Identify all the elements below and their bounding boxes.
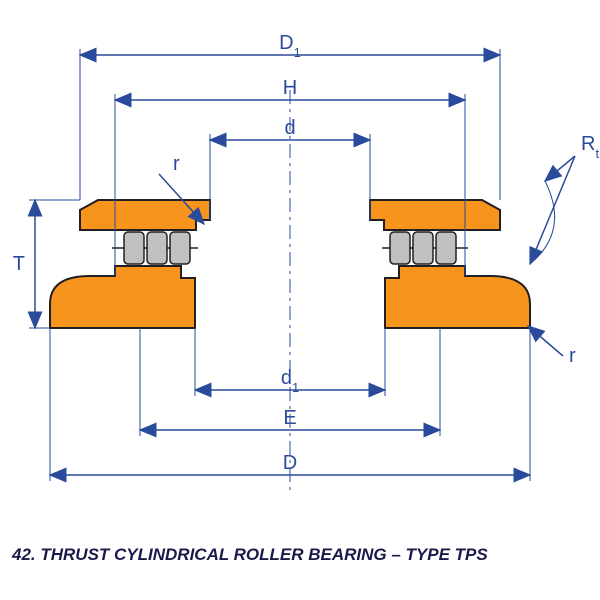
diagram-canvas: D1Hdd1EDTrrRt42. THRUST CYLINDRICAL ROLL… bbox=[0, 0, 600, 600]
leader-r-lower bbox=[528, 326, 563, 356]
dim-E-label: E bbox=[283, 407, 296, 429]
lower-washer bbox=[50, 266, 195, 328]
dim-T-label: T bbox=[13, 253, 25, 275]
dim-D-label: D bbox=[283, 452, 297, 474]
upper-washer bbox=[80, 200, 210, 230]
roller bbox=[124, 232, 144, 264]
label-Rt: Rt bbox=[581, 133, 599, 161]
roller bbox=[147, 232, 167, 264]
roller bbox=[413, 232, 433, 264]
lower-washer bbox=[385, 266, 530, 328]
roller bbox=[436, 232, 456, 264]
caption: 42. THRUST CYLINDRICAL ROLLER BEARING – … bbox=[11, 545, 488, 564]
leader-Rt bbox=[530, 156, 575, 264]
roller bbox=[390, 232, 410, 264]
label-r-lower: r bbox=[569, 345, 576, 367]
rt-arc bbox=[530, 181, 555, 264]
upper-washer bbox=[370, 200, 500, 230]
label-r-upper: r bbox=[173, 153, 180, 175]
dim-d-label: d bbox=[284, 117, 295, 139]
dim-H-label: H bbox=[283, 77, 297, 99]
roller bbox=[170, 232, 190, 264]
